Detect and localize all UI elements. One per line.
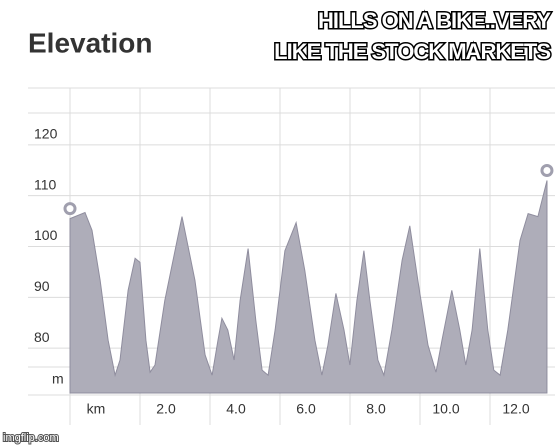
chart-title: Elevation — [28, 27, 152, 58]
elevation-area — [69, 180, 548, 394]
y-axis-label: m — [52, 371, 64, 387]
y-tick-label: 120 — [34, 126, 58, 142]
y-tick-label: 80 — [34, 329, 50, 345]
x-axis-label: 12.0 — [502, 401, 529, 417]
caption-line: LIKE THE STOCK MARKETS — [274, 39, 550, 64]
endpoint-marker — [63, 202, 77, 216]
y-tick-label: 90 — [34, 278, 50, 294]
x-axis-label: 10.0 — [432, 401, 459, 417]
endpoint-marker — [540, 164, 554, 178]
x-axis-label: 6.0 — [296, 401, 316, 417]
y-tick-label: 100 — [34, 227, 58, 243]
x-axis-label: km — [87, 401, 106, 417]
x-axis-label: 4.0 — [226, 401, 246, 417]
y-tick-label: 110 — [34, 176, 57, 192]
x-axis-label: 2.0 — [156, 401, 176, 417]
caption-line: HILLS ON A BIKE..VERY — [318, 8, 551, 33]
x-axis-label: 8.0 — [366, 401, 386, 417]
watermark: imgflip.com — [3, 432, 59, 444]
